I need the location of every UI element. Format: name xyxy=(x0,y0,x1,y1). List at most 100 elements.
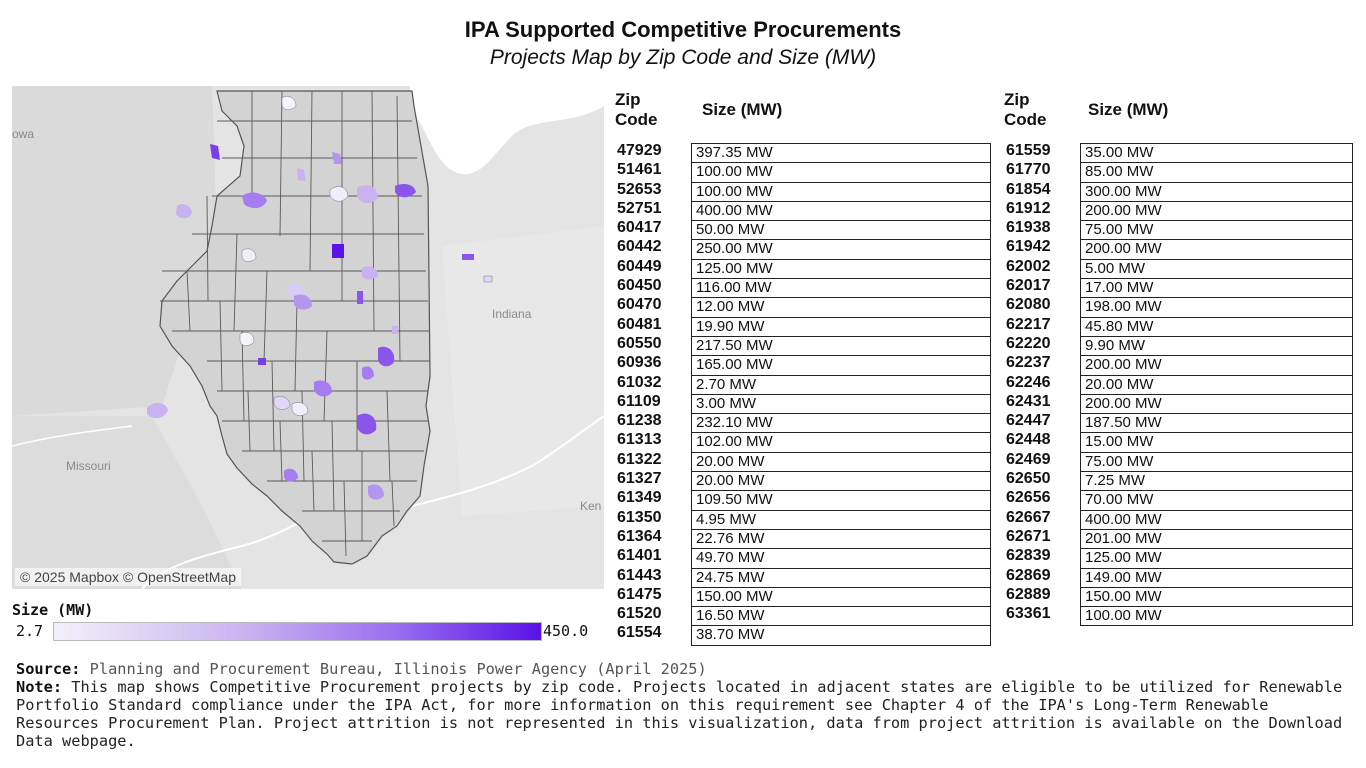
table-row-zip: 52751 xyxy=(617,199,662,217)
table-row-zip: 61238 xyxy=(617,412,662,430)
table-row-size: 17.00 MW xyxy=(1080,279,1353,299)
table-row-zip: 62889 xyxy=(1006,585,1051,603)
table-row-zip: 62217 xyxy=(1006,315,1051,333)
table-row-zip: 62448 xyxy=(1006,431,1051,449)
table-row-zip: 61443 xyxy=(617,566,662,584)
table-row-size: 217.50 MW xyxy=(691,336,991,357)
map-attribution[interactable]: © 2025 Mapbox © OpenStreetMap xyxy=(15,568,241,586)
table-row-zip: 61109 xyxy=(617,392,661,410)
table-row-zip: 47929 xyxy=(617,142,662,159)
table-row-size: 50.00 MW xyxy=(691,221,991,241)
table-row-size: 15.00 MW xyxy=(1080,433,1353,453)
table-row-size: 85.00 MW xyxy=(1080,163,1353,183)
table-row-size: 49.70 MW xyxy=(691,549,991,569)
table-row-zip: 62839 xyxy=(1006,547,1051,565)
table-row-size: 400.00 MW xyxy=(1080,510,1353,530)
dashboard-subtitle: Projects Map by Zip Code and Size (MW) xyxy=(489,46,877,69)
lake-michigan xyxy=(410,86,604,175)
table-row-zip: 61475 xyxy=(617,585,662,603)
table-row-zip: 61559 xyxy=(1006,142,1051,159)
table-row-size: 165.00 MW xyxy=(691,356,991,376)
table-row-size: 250.00 MW xyxy=(691,240,991,260)
table-row-zip: 62869 xyxy=(1006,566,1051,584)
label-iowa: owa xyxy=(12,127,34,141)
table-row-size: 70.00 MW xyxy=(1080,491,1353,511)
table-row-size: 22.76 MW xyxy=(691,529,991,550)
size-header: Size (MW) xyxy=(702,100,783,119)
source-text: Planning and Procurement Bureau, Illinoi… xyxy=(80,660,707,678)
zip-code-header-right: Zip Code xyxy=(1004,90,1047,129)
legend-title: Size (MW) xyxy=(12,601,94,619)
table-row-size: 100.00 MW xyxy=(1080,607,1353,627)
label-missouri: Missouri xyxy=(66,459,111,473)
table-row-zip: 61350 xyxy=(617,508,662,526)
table-row-zip: 60550 xyxy=(617,334,662,352)
table-row-zip: 62002 xyxy=(1006,257,1051,275)
table-row-size: 300.00 MW xyxy=(1080,182,1353,202)
projects-map[interactable]: owa Indiana Missouri Ken © 2025 Mapbox ©… xyxy=(12,86,604,589)
table-row-size: 20.00 MW xyxy=(1080,375,1353,395)
note-label: Note: xyxy=(16,678,63,696)
table-row-size: 45.80 MW xyxy=(1080,317,1353,337)
table-row-size: 7.25 MW xyxy=(1080,472,1353,492)
table-row-size: 200.00 MW xyxy=(1080,201,1353,222)
table-row-zip: 51461 xyxy=(617,161,662,179)
table-row-zip: 61401 xyxy=(617,547,662,565)
label-kentucky: Ken xyxy=(580,499,601,513)
table-row-zip: 61349 xyxy=(617,489,662,507)
source-label: Source: xyxy=(16,660,81,678)
table-row-size: 232.10 MW xyxy=(691,414,991,434)
table-row-zip: 60470 xyxy=(617,296,662,314)
table-row-size: 38.70 MW xyxy=(691,626,991,646)
table-row-size: 3.00 MW xyxy=(691,394,991,415)
table-row-size: 200.00 MW xyxy=(1080,356,1353,376)
table-row-size: 400.00 MW xyxy=(691,201,991,222)
table-row-size: 2.70 MW xyxy=(691,375,991,395)
table-row-size: 12.00 MW xyxy=(691,298,991,318)
table-row-zip: 62431 xyxy=(1006,392,1051,410)
size-column-left: 397.35 MW 100.00 MW 100.00 MW 400.00 MW 50.0… xyxy=(691,143,991,646)
zip-code-header: Zip Code xyxy=(615,90,658,129)
table-row-size: 200.00 MW xyxy=(1080,240,1353,260)
table-row-zip: 62656 xyxy=(1006,489,1051,507)
table-row-zip: 61327 xyxy=(617,470,662,488)
legend-max: 450.0 xyxy=(543,622,589,640)
table-row-zip: 62667 xyxy=(1006,508,1051,526)
table-row-zip: 63361 xyxy=(1006,605,1051,623)
table-row-size: 16.50 MW xyxy=(691,607,991,627)
table-row-size: 201.00 MW xyxy=(1080,529,1353,550)
zip-column-right: 61559 61770 61854 61912 61938 61942 62002 62017… xyxy=(1006,141,1051,623)
legend-color-scale xyxy=(53,622,542,641)
table-row-size: 200.00 MW xyxy=(1080,394,1353,415)
table-row-zip: 61554 xyxy=(617,624,662,642)
table-row-size: 150.00 MW xyxy=(1080,587,1353,608)
table-row-size: 102.00 MW xyxy=(691,433,991,453)
label-indiana: Indiana xyxy=(492,307,532,321)
table-row-zip: 61770 xyxy=(1006,161,1051,179)
map-canvas[interactable]: owa Indiana Missouri Ken xyxy=(12,86,604,589)
table-row-zip: 60481 xyxy=(617,315,662,333)
table-row-zip: 52653 xyxy=(617,180,662,198)
table-row-zip: 61322 xyxy=(617,450,662,468)
legend-min: 2.7 xyxy=(16,622,44,640)
table-row-size: 75.00 MW xyxy=(1080,221,1353,241)
table-row-size: 100.00 MW xyxy=(691,163,991,183)
table-row-zip: 60450 xyxy=(617,277,662,295)
table-row-zip: 62469 xyxy=(1006,450,1051,468)
table-row-size: 100.00 MW xyxy=(691,182,991,202)
table-row-size: 75.00 MW xyxy=(1080,452,1353,473)
table-row-zip: 61520 xyxy=(617,605,662,623)
table-row-size: 20.00 MW xyxy=(691,452,991,473)
footer-notes: Source: Planning and Procurement Bureau,… xyxy=(16,660,1356,750)
table-row-size: 9.90 MW xyxy=(1080,336,1353,357)
table-row-zip: 60936 xyxy=(617,354,662,372)
table-row-size: 35.00 MW xyxy=(1080,144,1353,164)
dashboard-title: IPA Supported Competitive Procurements xyxy=(464,17,902,42)
table-row-size: 19.90 MW xyxy=(691,317,991,337)
table-row-size: 198.00 MW xyxy=(1080,298,1353,318)
table-row-zip: 62246 xyxy=(1006,373,1051,391)
table-row-zip: 61313 xyxy=(617,431,662,449)
table-row-zip: 61854 xyxy=(1006,180,1051,198)
size-column-right: 35.00 MW 85.00 MW 300.00 MW 200.00 MW 75.00 … xyxy=(1080,143,1353,627)
table-row-size: 149.00 MW xyxy=(1080,568,1353,588)
